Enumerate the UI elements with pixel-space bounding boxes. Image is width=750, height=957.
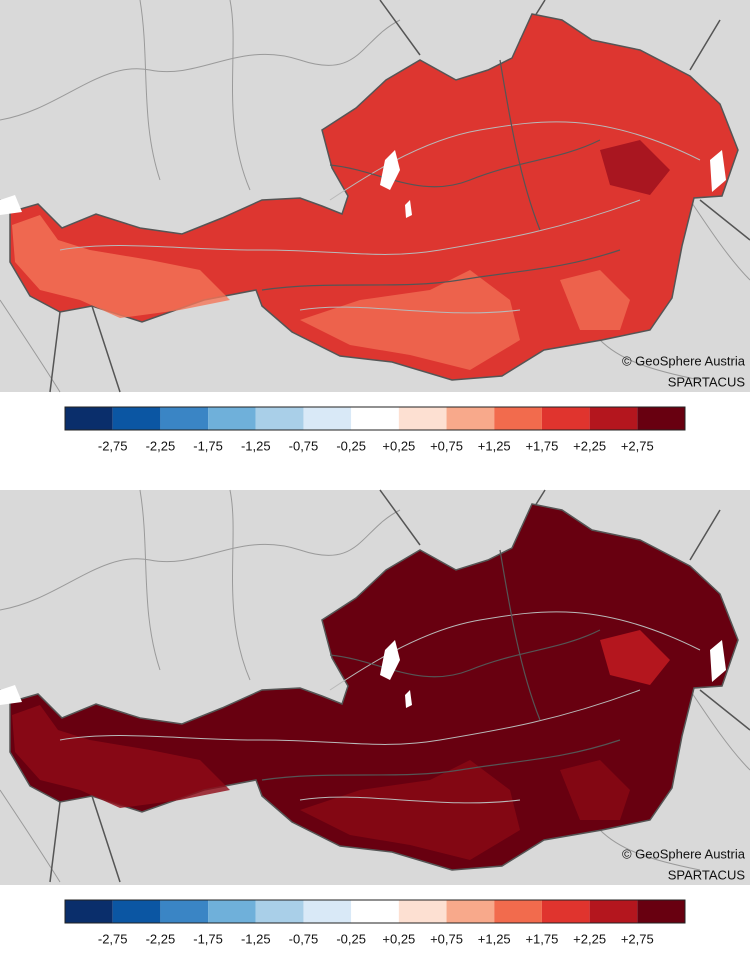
legend-swatch xyxy=(303,900,352,923)
legend-swatch xyxy=(208,900,256,923)
legend-swatch xyxy=(446,407,495,430)
legend-label: -0,75 xyxy=(289,438,319,453)
legend-swatch xyxy=(589,407,638,430)
map-panel: © GeoSphere Austria SPARTACUS xyxy=(0,0,750,393)
legend-swatch xyxy=(160,407,209,430)
legend-label: +1,75 xyxy=(525,438,558,453)
legend-label: +0,75 xyxy=(430,438,463,453)
legend-label: +1,25 xyxy=(478,438,511,453)
anomaly-patch xyxy=(12,215,230,318)
anomaly-patch xyxy=(560,270,630,330)
legend-swatch xyxy=(351,900,399,923)
legend-label: -0,25 xyxy=(336,931,366,946)
legend-swatch xyxy=(160,900,209,923)
credit: © GeoSphere Austria xyxy=(622,846,746,861)
source: SPARTACUS xyxy=(668,374,746,389)
legend-label: +1,25 xyxy=(478,931,511,946)
legend-label: -1,75 xyxy=(193,931,223,946)
legend-swatch xyxy=(494,407,542,430)
legend-label: -2,75 xyxy=(98,931,128,946)
legend-label: +0,25 xyxy=(382,931,415,946)
legend-swatch xyxy=(637,407,685,430)
legend-swatch xyxy=(112,900,161,923)
legend-swatch xyxy=(637,900,685,923)
anomaly-patch xyxy=(600,630,670,685)
anomaly-patch xyxy=(12,705,230,808)
legend-swatch xyxy=(255,407,304,430)
legend-swatch xyxy=(494,900,542,923)
legend-label: -1,25 xyxy=(241,438,271,453)
legend-swatch xyxy=(208,407,256,430)
legend-swatch xyxy=(398,407,447,430)
legend-label: +1,75 xyxy=(525,931,558,946)
anomaly-patch xyxy=(300,270,520,370)
legend: -2,75 -2,25 -1,75 -1,25 -0,75 -0,25 +0,25 +0,75… xyxy=(64,899,686,946)
legend-swatch xyxy=(255,900,304,923)
legend-swatch xyxy=(112,407,161,430)
legend-label: +0,25 xyxy=(382,438,415,453)
source: SPARTACUS xyxy=(668,867,746,882)
legend-swatch xyxy=(446,900,495,923)
legend-swatch xyxy=(589,900,638,923)
credit: © GeoSphere Austria xyxy=(622,353,746,368)
legend-label: -0,25 xyxy=(336,438,366,453)
legend-swatch xyxy=(541,900,590,923)
anomaly-patch xyxy=(300,760,520,860)
legend-label: +0,75 xyxy=(430,931,463,946)
legend-label: +2,75 xyxy=(621,931,654,946)
legend-label: +2,25 xyxy=(573,931,606,946)
anomaly-patch xyxy=(600,140,670,195)
legend-label: -0,75 xyxy=(289,931,319,946)
legend-frame xyxy=(64,406,686,431)
legend-swatch xyxy=(65,900,113,923)
anomaly-patch xyxy=(560,760,630,820)
legend-swatch xyxy=(351,407,399,430)
legend-label: -1,25 xyxy=(241,931,271,946)
legend-label: -2,25 xyxy=(146,438,176,453)
legend-swatch xyxy=(541,407,590,430)
legend-swatch xyxy=(65,407,113,430)
legend-label: -1,75 xyxy=(193,438,223,453)
legend: -2,75 -2,25 -1,75 -1,25 -0,75 -0,25 +0,25 +0,75… xyxy=(64,406,686,453)
legend-frame xyxy=(64,899,686,924)
map-panel: © GeoSphere Austria SPARTACUS xyxy=(0,489,750,885)
legend-swatch xyxy=(303,407,352,430)
legend-label: +2,75 xyxy=(621,438,654,453)
legend-label: +2,25 xyxy=(573,438,606,453)
legend-swatch xyxy=(398,900,447,923)
legend-label: -2,25 xyxy=(146,931,176,946)
legend-label: -2,75 xyxy=(98,438,128,453)
